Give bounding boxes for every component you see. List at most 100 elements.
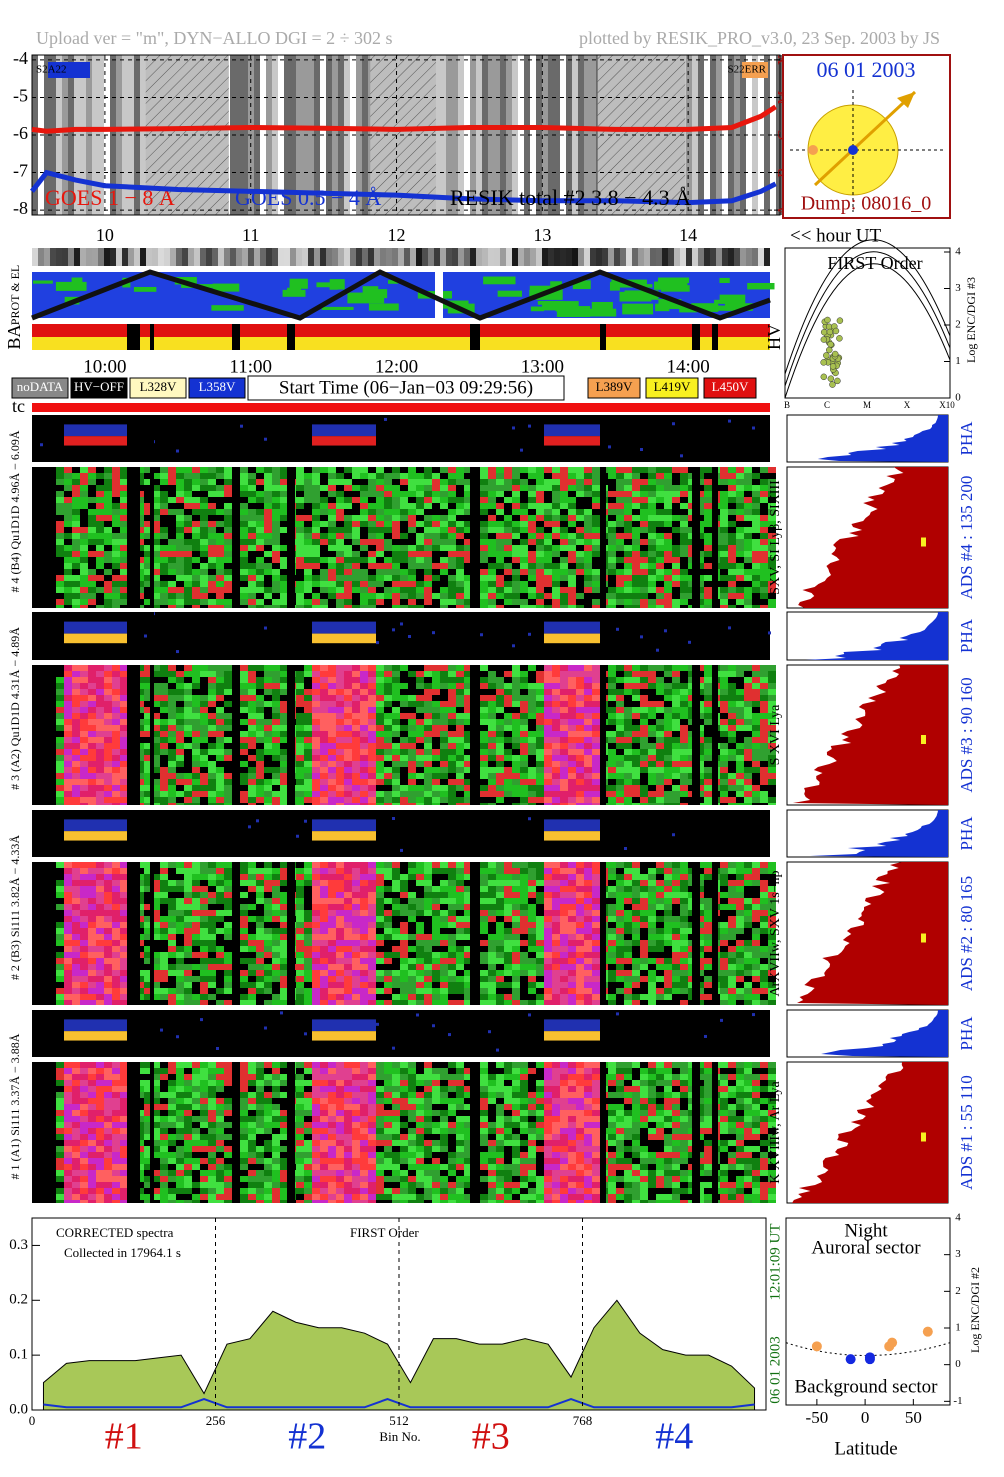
spectrogram-cell bbox=[704, 497, 712, 503]
spectrogram-cell bbox=[408, 683, 416, 689]
spectrogram-cell bbox=[248, 539, 256, 545]
spectrogram-cell bbox=[640, 587, 648, 593]
spectrogram-cell bbox=[352, 683, 360, 689]
spectrogram-cell bbox=[488, 779, 496, 785]
spectrogram-cell bbox=[64, 785, 72, 791]
spectrogram-cell bbox=[576, 587, 584, 593]
spectrogram-cell bbox=[736, 749, 744, 755]
spectrogram-cell bbox=[120, 527, 128, 533]
spectrogram-cell bbox=[384, 569, 392, 575]
spectrogram-cell bbox=[496, 551, 504, 557]
spectrogram-cell bbox=[544, 773, 552, 779]
spectrogram-cell bbox=[384, 509, 392, 515]
spectrogram-cell bbox=[200, 773, 208, 779]
spectrogram-cell bbox=[648, 749, 656, 755]
spectrogram-cell bbox=[656, 515, 664, 521]
x-tick-label: 11 bbox=[242, 225, 259, 245]
background-stripe bbox=[740, 55, 746, 215]
spectrogram-cell bbox=[80, 557, 88, 563]
spectrogram-cell bbox=[512, 533, 520, 539]
spectrogram-cell bbox=[368, 689, 376, 695]
spectrogram-cell bbox=[344, 605, 352, 608]
spectrogram-cell bbox=[736, 797, 744, 803]
spectrogram-cell bbox=[320, 587, 328, 593]
spectrogram-cell bbox=[72, 503, 80, 509]
pha-band bbox=[80, 424, 88, 437]
prot-bar-cell bbox=[32, 248, 38, 266]
spectrogram-cell bbox=[704, 797, 712, 803]
spectrogram-cell bbox=[120, 731, 128, 737]
spectrogram-cell bbox=[560, 467, 568, 473]
spectrogram-cell bbox=[448, 593, 456, 599]
spectrogram-cell bbox=[176, 761, 184, 767]
spectrogram-cell bbox=[256, 701, 264, 707]
spectrogram-cell bbox=[72, 473, 80, 479]
spectrogram-cell bbox=[328, 587, 336, 593]
spectrogram-cell bbox=[432, 773, 440, 779]
spectrogram-cell bbox=[224, 587, 232, 593]
spectrogram-cell bbox=[664, 467, 672, 473]
spectrogram-cell bbox=[680, 689, 688, 695]
spectrogram-cell bbox=[536, 719, 544, 725]
spectrogram-cell bbox=[64, 563, 72, 569]
spectrogram-cell bbox=[424, 707, 432, 713]
spectrogram-cell bbox=[704, 707, 712, 713]
spectrogram-cell bbox=[464, 563, 472, 569]
spectrogram-cell bbox=[80, 587, 88, 593]
spectrogram-cell bbox=[88, 491, 96, 497]
spectrogram-cell bbox=[208, 497, 216, 503]
spectrogram-cell bbox=[192, 599, 200, 605]
pha-noise bbox=[672, 422, 675, 426]
spectrogram-cell bbox=[384, 671, 392, 677]
spectrogram-cell bbox=[160, 551, 168, 557]
spectrogram-cell bbox=[664, 509, 672, 515]
spectrogram-cell bbox=[392, 719, 400, 725]
pha-band bbox=[584, 424, 592, 437]
pha-noise bbox=[608, 445, 611, 449]
spectrogram-cell bbox=[392, 797, 400, 803]
spectrogram-cell bbox=[672, 491, 680, 497]
spectrogram-cell bbox=[64, 761, 72, 767]
spectrogram-cell bbox=[320, 527, 328, 533]
spectrogram-cell bbox=[368, 545, 376, 551]
spectrogram-cell bbox=[624, 761, 632, 767]
spectrogram-cell bbox=[616, 725, 624, 731]
spectrogram-cell bbox=[544, 521, 552, 527]
spectrogram-cell bbox=[176, 767, 184, 773]
spectrogram-cell bbox=[192, 479, 200, 485]
spectrogram-cell bbox=[192, 527, 200, 533]
spectrogram-cell bbox=[160, 479, 168, 485]
spectrogram-cell bbox=[264, 545, 272, 551]
spectrogram-cell bbox=[56, 767, 64, 773]
spectrogram-cell bbox=[432, 569, 440, 575]
spectrogram-cell bbox=[496, 569, 504, 575]
pha-band bbox=[552, 424, 560, 437]
spectrogram-cell bbox=[728, 497, 736, 503]
spectrogram-cell bbox=[160, 707, 168, 713]
spectrogram-cell bbox=[456, 725, 464, 731]
spectrogram-cell bbox=[632, 485, 640, 491]
spectrogram-cell bbox=[400, 677, 408, 683]
spectrogram-cell bbox=[112, 749, 120, 755]
spectrogram-cell bbox=[528, 575, 536, 581]
spectrogram-cell bbox=[400, 563, 408, 569]
spectrogram-cell bbox=[168, 731, 176, 737]
spectrogram-cell bbox=[184, 737, 192, 743]
spectrogram-cell bbox=[464, 473, 472, 479]
spectrogram-cell bbox=[416, 557, 424, 563]
spectrogram-cell bbox=[680, 563, 688, 569]
spectrogram-cell bbox=[456, 677, 464, 683]
spectrogram-cell bbox=[376, 749, 384, 755]
spectrogram-cell bbox=[144, 581, 152, 587]
spectrogram-cell bbox=[80, 533, 88, 539]
spectrogram-cell bbox=[264, 701, 272, 707]
spectrogram-cell bbox=[352, 593, 360, 599]
spectrogram-cell bbox=[576, 767, 584, 773]
spectrogram-cell bbox=[360, 581, 368, 587]
spectrogram-cell bbox=[656, 671, 664, 677]
spectrogram-cell bbox=[552, 473, 560, 479]
spectrogram-cell bbox=[104, 569, 112, 575]
spectrogram-cell bbox=[224, 695, 232, 701]
spectrogram-cell bbox=[72, 569, 80, 575]
spectrogram-cell bbox=[520, 569, 528, 575]
